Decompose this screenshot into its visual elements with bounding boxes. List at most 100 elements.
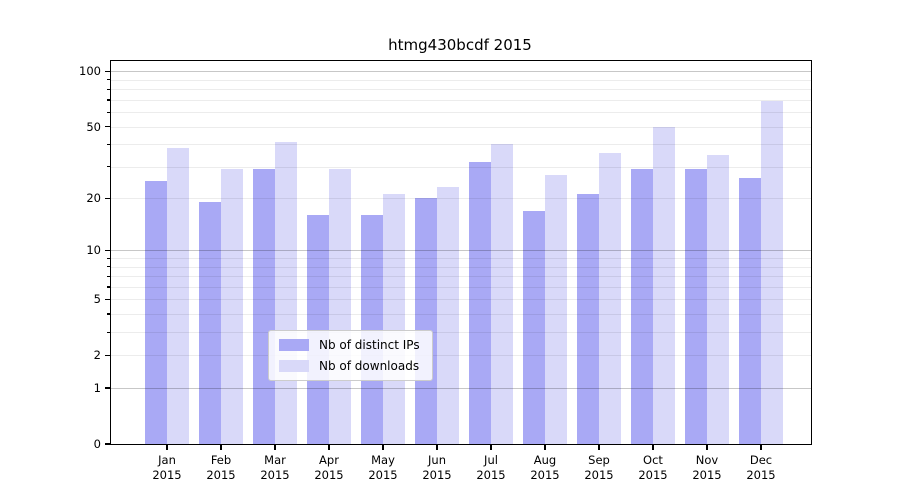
gridline-minor-3 [111, 332, 811, 334]
x-tick-label-apr: Apr 2015 [314, 453, 344, 482]
y-tick-label-1: 1 [93, 381, 101, 396]
x-tick-label-jun: Jun 2015 [422, 453, 452, 482]
gridline-minor-6 [111, 286, 811, 288]
x-tick-label-sep: Sep 2015 [584, 453, 614, 482]
bar-distinct-ips-sep [577, 194, 599, 444]
bar-downloads-jul [491, 144, 513, 444]
y-minortick-30 [107, 166, 110, 168]
x-tick-label-feb: Feb 2015 [206, 453, 236, 482]
y-minortick-6 [107, 286, 110, 288]
bar-downloads-oct [653, 126, 675, 444]
y-minortick-70 [107, 99, 110, 101]
gridline-minor-50 [111, 126, 811, 128]
y-tick-label-0: 0 [93, 437, 101, 451]
gridline-major-100 [111, 71, 811, 73]
y-minortick-9 [107, 257, 110, 259]
gridline-major-1 [111, 388, 811, 390]
y-minortick-3 [107, 331, 110, 333]
gridline-minor-8 [111, 266, 811, 268]
x-tick-label-oct: Oct 2015 [638, 453, 668, 482]
bar-downloads-dec [761, 101, 783, 444]
y-tick-1 [105, 387, 110, 389]
bar-downloads-sep [599, 152, 621, 444]
y-minortick-60 [107, 111, 110, 113]
y-tick-label-5: 5 [93, 292, 101, 307]
bar-distinct-ips-dec [739, 177, 761, 444]
gridline-minor-7 [111, 276, 811, 278]
bar-distinct-ips-jan [145, 181, 167, 444]
x-tick-label-dec: Dec 2015 [746, 453, 776, 482]
bar-distinct-ips-jul [469, 161, 491, 444]
bar-downloads-jun [437, 187, 459, 444]
y-tick-2 [105, 354, 110, 356]
bar-distinct-ips-feb [199, 202, 221, 444]
gridline-major-10 [111, 250, 811, 252]
gridline-minor-70 [111, 99, 811, 101]
y-tick-100 [105, 70, 110, 73]
y-minortick-8 [107, 266, 110, 268]
x-tick-jul [490, 445, 492, 450]
y-minortick-90 [107, 79, 110, 81]
x-tick-label-aug: Aug 2015 [530, 453, 560, 482]
y-tick-10 [105, 249, 110, 252]
gridline-minor-90 [111, 79, 811, 81]
x-tick-apr [328, 445, 330, 450]
x-tick-label-mar: Mar 2015 [260, 453, 290, 482]
y-tick-20 [105, 197, 110, 199]
bar-distinct-ips-mar [253, 169, 275, 444]
x-tick-label-jul: Jul 2015 [476, 453, 506, 482]
y-tick-label-100: 100 [79, 64, 101, 79]
y-minortick-4 [107, 313, 110, 315]
x-tick-jan [166, 445, 168, 450]
x-tick-label-jan: Jan 2015 [152, 453, 182, 482]
legend-label-downloads: Nb of downloads [319, 359, 420, 373]
legend-label-distinct-ips: Nb of distinct IPs [319, 338, 420, 352]
x-tick-nov [706, 445, 708, 450]
gridline-minor-2 [111, 355, 811, 357]
legend-item-distinct-ips: Nb of distinct IPs [279, 338, 420, 352]
x-tick-label-may: May 2015 [368, 453, 398, 482]
y-tick-0 [105, 443, 110, 445]
gridline-minor-9 [111, 258, 811, 260]
x-tick-jun [436, 445, 438, 450]
bar-distinct-ips-may [361, 215, 383, 444]
x-tick-aug [544, 445, 546, 450]
bar-downloads-apr [329, 169, 351, 444]
bar-distinct-ips-jun [415, 198, 437, 444]
x-tick-feb [220, 445, 222, 450]
x-tick-mar [274, 445, 276, 450]
y-tick-label-2: 2 [93, 348, 101, 363]
x-tick-dec [760, 445, 762, 450]
gridline-minor-5 [111, 299, 811, 301]
gridline-minor-20 [111, 198, 811, 200]
gridline-minor-30 [111, 166, 811, 168]
bar-downloads-aug [545, 175, 567, 444]
gridline-minor-40 [111, 144, 811, 146]
bar-downloads-may [383, 194, 405, 444]
gridline-minor-4 [111, 314, 811, 316]
bar-distinct-ips-oct [631, 169, 653, 444]
y-minortick-40 [107, 143, 110, 145]
y-tick-label-20: 20 [86, 191, 101, 206]
legend-swatch-downloads [279, 360, 309, 372]
y-minortick-7 [107, 275, 110, 277]
legend-item-downloads: Nb of downloads [279, 359, 420, 373]
y-tick-5 [105, 298, 110, 300]
y-tick-label-50: 50 [86, 119, 101, 134]
chart-title: htmg430bcdf 2015 [388, 36, 532, 54]
y-tick-label-10: 10 [86, 243, 101, 258]
legend: Nb of distinct IPs Nb of downloads [268, 330, 433, 381]
bar-downloads-jan [167, 148, 189, 444]
y-tick-50 [105, 126, 110, 128]
bar-distinct-ips-aug [523, 210, 545, 444]
x-tick-label-nov: Nov 2015 [692, 453, 722, 482]
legend-swatch-distinct-ips [279, 339, 309, 351]
bar-downloads-feb [221, 169, 243, 444]
bar-distinct-ips-apr [307, 215, 329, 444]
x-tick-may [382, 445, 384, 450]
y-minortick-80 [107, 88, 110, 90]
bar-downloads-nov [707, 154, 729, 444]
plot-area: 0 1 2 5 10 20 50 100 Jan 2015 Feb 2015 Mar 2015 Apr 201… [79, 60, 812, 482]
gridline-minor-80 [111, 89, 811, 91]
